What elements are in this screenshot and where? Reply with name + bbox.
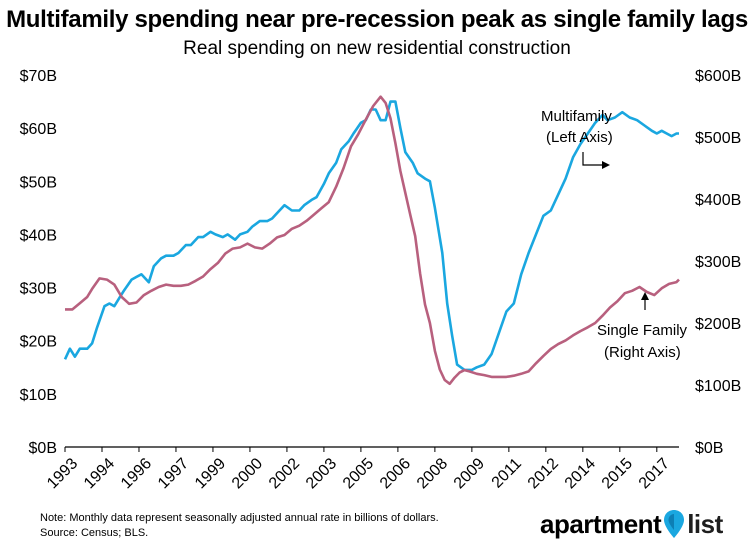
x-tick-label: 2015 [599,455,636,492]
x-tick-label: 2017 [636,455,673,492]
multifamily-annotation-line2: (Left Axis) [546,129,613,146]
left-tick-label: $10B [20,387,57,404]
multifamily-arrowhead [602,161,610,169]
right-tick-label: $200B [695,316,741,333]
multifamily-annotation-line1: Multifamily [541,108,612,125]
x-tick-label: 2011 [489,455,525,491]
map-pin-icon [664,510,685,538]
logo-word-list: list [687,508,723,539]
left-tick-label: $70B [20,68,57,85]
x-tick-label: 2014 [562,455,599,492]
singlefamily-annotation: Single Family (Right Axis) [597,292,688,361]
left-axis: $0B $10B $20B $30B $40B $50B $60B $70B [20,68,57,457]
left-tick-label: $20B [20,334,57,351]
x-tick-label: 2003 [303,455,340,492]
x-tick-label: 2000 [229,455,266,492]
left-tick-label: $0B [29,440,57,457]
chart-subtitle: Real spending on new residential constru… [183,38,571,59]
series-group [63,95,680,386]
x-tick-label: 2009 [451,455,488,492]
right-tick-label: $500B [695,130,741,147]
chart-title: Multifamily spending near pre-recession … [6,6,748,33]
x-tick-label: 1999 [192,455,229,492]
multifamily-annotation: Multifamily (Left Axis) [541,108,613,169]
logo-word-apartment: apartment [540,508,662,539]
singlefamily-arrowhead [641,292,649,300]
singlefamily-annotation-line2: (Right Axis) [604,344,681,361]
x-axis: 1993 1994 1996 1997 1999 2000 2002 2003 2005 2006… [44,446,679,492]
right-tick-label: $600B [695,68,741,85]
singlefamily-annotation-line1: Single Family [597,322,688,339]
multifamily-arrow [582,152,604,166]
x-tick-label: 1997 [155,455,192,492]
x-tick-label: 2006 [377,455,414,492]
right-axis: $0B $100B $200B $300B $400B $500B $600B [695,68,741,457]
left-tick-label: $50B [20,174,57,191]
right-tick-label: $400B [695,192,741,209]
right-tick-label: $100B [695,378,741,395]
x-tick-label: 1994 [81,455,118,492]
note-text: Note: Monthly data represent seasonally … [40,512,439,524]
series-line-single-family [65,95,680,386]
x-tick-label: 2005 [340,455,377,492]
x-tick-label: 1996 [118,455,155,492]
x-tick-label: 2012 [525,455,562,492]
footnote: Note: Monthly data represent seasonally … [40,511,439,541]
left-tick-label: $60B [20,121,57,138]
right-tick-label: $300B [695,254,741,271]
left-tick-label: $30B [20,281,57,298]
source-text: Source: Census; BLS. [40,527,149,539]
right-tick-label: $0B [695,440,723,457]
apartment-list-logo: apartment list [540,506,723,542]
x-tick-label: 1993 [44,455,81,492]
x-tick-label: 2002 [266,455,303,492]
left-tick-label: $40B [20,227,57,244]
x-tick-label: 2008 [414,455,451,492]
